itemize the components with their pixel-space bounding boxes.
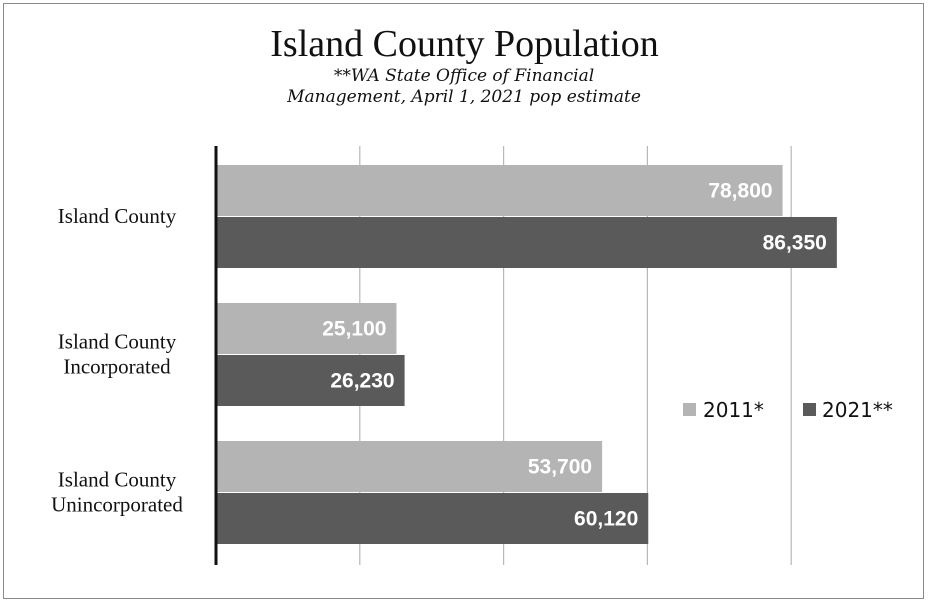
- data-label: 26,230: [330, 370, 394, 393]
- category-label: Island County Incorporated: [58, 330, 177, 379]
- category-labels: Island County Island County Incorporated Is…: [51, 204, 183, 517]
- bar: [216, 165, 783, 216]
- legend-label: 2021**: [822, 398, 893, 422]
- data-label: 53,700: [528, 456, 592, 479]
- bar: [216, 441, 603, 492]
- data-label: 25,100: [322, 318, 386, 341]
- legend-label: 2011*: [703, 398, 764, 422]
- chart-title: Island County Population: [270, 23, 659, 65]
- data-label: 86,350: [763, 232, 827, 255]
- bar: [216, 355, 405, 406]
- bar: [216, 303, 397, 354]
- bar: [216, 217, 837, 268]
- chart-subtitle: **WA State Office of Financial Managemen…: [287, 66, 641, 107]
- data-label: 78,800: [708, 180, 772, 203]
- data-label: 60,120: [574, 508, 638, 531]
- legend: 2011* 2021**: [683, 398, 893, 422]
- bar: [216, 493, 649, 544]
- legend-swatch: [803, 403, 816, 416]
- legend-swatch: [683, 403, 696, 416]
- category-label: Island County: [58, 204, 177, 228]
- bars: 78,800 86,350 25,100 26,230 53,700 60,120: [216, 165, 837, 544]
- category-label: Island County Unincorporated: [51, 468, 183, 517]
